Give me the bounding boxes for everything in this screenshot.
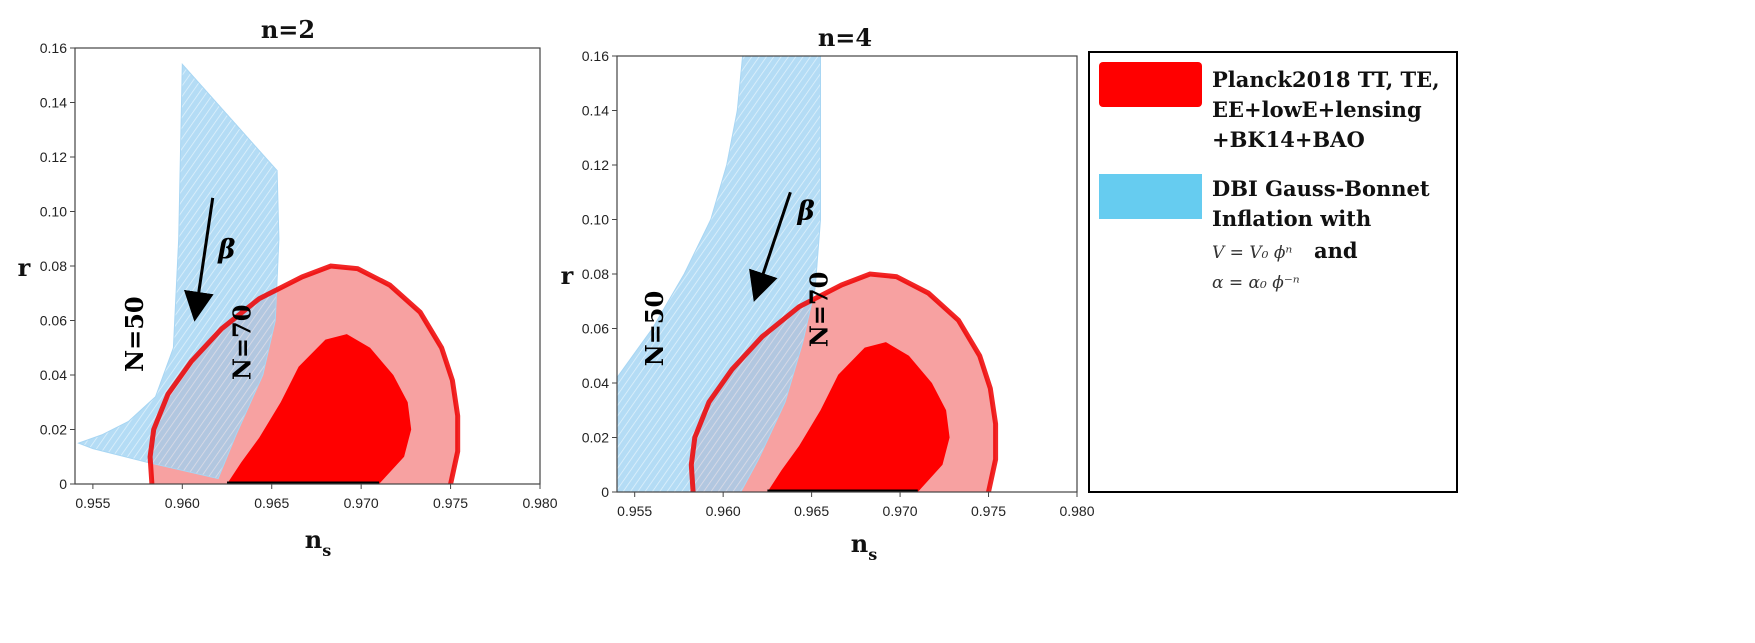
legend-planck-line-2: EE+lowE+lensing xyxy=(1212,97,1422,122)
x-tick-label: 0.955 xyxy=(617,503,652,519)
legend: Planck2018 TT, TE, EE+lowE+lensing +BK14… xyxy=(1088,51,1458,493)
x-tick-label: 0.955 xyxy=(75,495,110,511)
x-tick-label: 0.975 xyxy=(433,495,468,511)
y-tick-label: 0.14 xyxy=(582,103,609,119)
plot-content xyxy=(77,63,461,484)
panel-title: n=2 xyxy=(261,15,315,44)
planck-outer-border xyxy=(688,271,999,492)
beta-arrow xyxy=(749,191,792,302)
plot-area: 0.955 0.960 0.965 0.970 0.975 0.980 0 0.02 0.04 0… xyxy=(40,40,558,511)
label-N70: N=70 xyxy=(805,272,834,347)
y-tick-label: 0.04 xyxy=(40,367,67,383)
plot-content xyxy=(617,56,999,492)
legend-coupling: α = α₀ ϕ⁻ⁿ xyxy=(1212,273,1300,293)
y-tick-label: 0.06 xyxy=(582,321,609,337)
legend-planck-line-1: Planck2018 TT, TE, xyxy=(1212,67,1440,92)
x-axis-label: ns xyxy=(305,525,331,560)
y-tick-label: 0.08 xyxy=(40,258,67,274)
label-N50: N=50 xyxy=(640,291,669,366)
label-N70: N=70 xyxy=(227,305,256,380)
x-axis-label: ns xyxy=(851,529,877,564)
planck-inner-region xyxy=(227,334,412,484)
x-tick-label: 0.960 xyxy=(165,495,200,511)
legend-box xyxy=(1088,51,1458,493)
beta-label: β xyxy=(217,235,235,265)
y-axis-label: r xyxy=(561,261,574,290)
x-tick-label: 0.965 xyxy=(254,495,289,511)
legend-swatch-model xyxy=(1099,174,1202,219)
y-tick-label: 0.14 xyxy=(40,95,67,111)
x-tick-label: 0.960 xyxy=(706,503,741,519)
panel-title: n=4 xyxy=(818,23,872,52)
x-tick-label: 0.970 xyxy=(883,503,918,519)
legend-swatch-planck xyxy=(1099,62,1202,107)
y-tick-label: 0.16 xyxy=(40,40,67,56)
y-tick-label: 0.12 xyxy=(40,149,67,165)
beta-arrow xyxy=(183,197,215,322)
y-tick-label: 0.16 xyxy=(582,48,609,64)
y-tick-label: 0.02 xyxy=(40,422,67,438)
y-tick-label: 0 xyxy=(59,476,67,492)
legend-model-line-1: DBI Gauss-Bonnet xyxy=(1212,176,1430,201)
model-band xyxy=(77,63,280,480)
y-tick-label: 0.06 xyxy=(40,313,67,329)
panel-n4: n=4 r ns 0.955 0.960 0.965 0.970 0.975 0.9800… xyxy=(561,23,1095,564)
legend-model-line-2: Inflation with xyxy=(1212,206,1371,231)
beta-label: β xyxy=(796,197,814,227)
legend-and: and xyxy=(1314,238,1358,263)
y-tick-label: 0.10 xyxy=(40,204,67,220)
x-tick-label: 0.975 xyxy=(971,503,1006,519)
plot-area: 0.955 0.960 0.965 0.970 0.975 0.980 0 0.02 0.04 0… xyxy=(582,48,1095,519)
y-tick-label: 0 xyxy=(601,484,609,500)
x-tick-label: 0.970 xyxy=(344,495,379,511)
planck-outer-border xyxy=(147,263,461,484)
x-tick-label: 0.980 xyxy=(1059,503,1094,519)
panel-n2: n=2 r ns 0.955 0.960 0.965 0.970 0.975 0.9800… xyxy=(18,15,558,560)
legend-planck-line-3: +BK14+BAO xyxy=(1212,127,1365,152)
x-tick-label: 0.965 xyxy=(794,503,829,519)
model-band xyxy=(617,56,821,492)
y-tick-label: 0.04 xyxy=(582,375,609,391)
y-tick-label: 0.02 xyxy=(582,430,609,446)
y-tick-label: 0.08 xyxy=(582,266,609,282)
planck-inner-region xyxy=(767,342,950,492)
x-tick-label: 0.980 xyxy=(522,495,557,511)
y-axis-label: r xyxy=(18,253,31,282)
y-tick-label: 0.10 xyxy=(582,212,609,228)
legend-potential: V = V₀ ϕⁿ xyxy=(1212,243,1292,263)
label-N50: N=50 xyxy=(120,296,149,371)
y-tick-label: 0.12 xyxy=(582,157,609,173)
